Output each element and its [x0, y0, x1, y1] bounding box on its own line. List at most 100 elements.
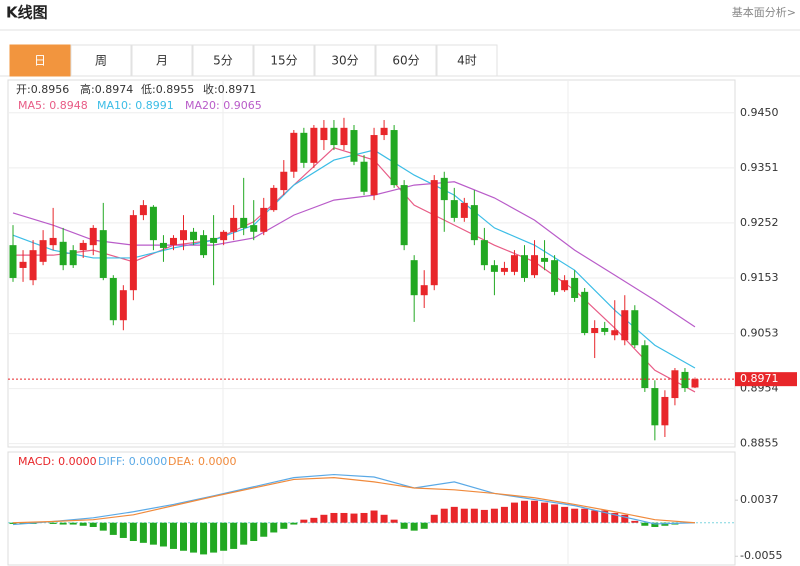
- tab-label[interactable]: 60分: [392, 54, 419, 68]
- macd-bar: [250, 522, 258, 542]
- candle-body: [169, 237, 177, 246]
- macd-bar: [119, 522, 127, 538]
- macd-bar: [380, 514, 388, 523]
- macd-bar: [641, 522, 649, 526]
- candle-body: [280, 171, 288, 191]
- macd-bar: [360, 512, 368, 523]
- macd-bar: [561, 506, 569, 523]
- candle-body: [400, 185, 408, 246]
- candle-body: [149, 206, 157, 241]
- candle-body: [541, 257, 549, 262]
- macd-bar: [440, 508, 448, 523]
- candle-body: [520, 255, 528, 278]
- tab[interactable]: [192, 44, 254, 77]
- macd-bar: [129, 522, 137, 542]
- candle-body: [19, 261, 27, 268]
- legend-entry: DEA: 0.0000: [168, 455, 236, 468]
- macd-bar: [571, 508, 579, 523]
- main-frame: [7, 79, 736, 448]
- tab-label[interactable]: 4时: [457, 54, 477, 68]
- macd-bar: [581, 508, 589, 523]
- macd-bar: [320, 514, 328, 523]
- candle-body: [360, 161, 368, 192]
- macd-bar: [190, 522, 198, 553]
- macd-bar: [210, 522, 218, 553]
- tab[interactable]: [70, 44, 132, 77]
- candle-body: [440, 177, 448, 201]
- candle-body: [220, 231, 228, 241]
- legend-entry: MA20: 0.9065: [185, 99, 262, 112]
- macd-bar: [520, 500, 528, 523]
- y-tick-label: 0.8855: [740, 437, 779, 450]
- macd-bar: [651, 522, 659, 527]
- macd-bar: [621, 514, 629, 523]
- candle-body: [641, 345, 649, 389]
- analysis-link[interactable]: 基本面分析>: [732, 5, 796, 19]
- ohlc-info: 低:0.8955: [141, 83, 194, 96]
- candle-body: [39, 240, 47, 262]
- ohlc-info: 开:0.8956: [16, 83, 69, 96]
- candle-body: [571, 277, 579, 298]
- tab[interactable]: [314, 44, 376, 77]
- macd-bar: [460, 508, 468, 523]
- macd-bar: [390, 519, 398, 523]
- candle-body: [470, 205, 478, 241]
- macd-bar: [490, 508, 498, 523]
- tab-label[interactable]: 月: [156, 54, 168, 68]
- tab-label[interactable]: 日: [34, 54, 46, 68]
- macd-bar: [290, 522, 298, 525]
- tab[interactable]: [131, 44, 193, 77]
- macd-bar: [230, 522, 238, 549]
- macd-bar: [531, 500, 539, 523]
- macd-bar: [159, 522, 167, 547]
- macd-bar: [200, 522, 208, 555]
- last-price-box: [735, 372, 797, 387]
- candle-body: [370, 135, 378, 196]
- candle-body: [691, 379, 699, 388]
- tab[interactable]: [375, 44, 437, 77]
- candle-body: [180, 230, 188, 241]
- candle-body: [601, 328, 609, 332]
- candle-body: [190, 231, 198, 241]
- macd-bar: [420, 522, 428, 529]
- macd-bar: [180, 522, 188, 551]
- candle-body: [9, 245, 17, 278]
- candle-body: [561, 280, 569, 291]
- macd-bar: [541, 502, 549, 523]
- y-tick-label: 0.9153: [740, 271, 779, 284]
- tab[interactable]: [436, 44, 498, 77]
- candle-body: [500, 267, 508, 272]
- macd-bar: [611, 512, 619, 523]
- macd-line: [12, 473, 696, 526]
- macd-bar: [139, 522, 147, 543]
- candle-body: [671, 370, 679, 399]
- candle-body: [99, 230, 107, 278]
- tab[interactable]: [253, 44, 315, 77]
- macd-bar: [551, 504, 559, 523]
- tab-label[interactable]: 15分: [270, 54, 297, 68]
- macd-bar: [591, 510, 599, 523]
- tab[interactable]: [9, 44, 71, 77]
- tab-label[interactable]: 5分: [213, 54, 233, 68]
- y-tick-label: 0.9351: [740, 161, 779, 174]
- tab-label[interactable]: 30分: [331, 54, 358, 68]
- candle-body: [250, 225, 258, 232]
- candle-body: [300, 132, 308, 163]
- macd-bar: [9, 522, 17, 524]
- macd-bar: [661, 522, 669, 526]
- macd-bar: [400, 522, 408, 529]
- macd-bar: [631, 520, 639, 523]
- ma-line: [13, 147, 696, 393]
- y-tick-label: 0.9450: [740, 106, 779, 119]
- candle-body: [510, 255, 518, 272]
- macd-bar: [450, 506, 458, 523]
- candle-body: [631, 310, 639, 346]
- tab-label[interactable]: 周: [95, 54, 107, 68]
- macd-bar: [470, 508, 478, 523]
- macd-bar: [79, 522, 87, 526]
- macd-bar: [430, 514, 438, 523]
- macd-bar: [270, 522, 278, 533]
- macd-bar: [350, 513, 358, 523]
- candle-body: [410, 260, 418, 296]
- macd-bar: [310, 517, 318, 523]
